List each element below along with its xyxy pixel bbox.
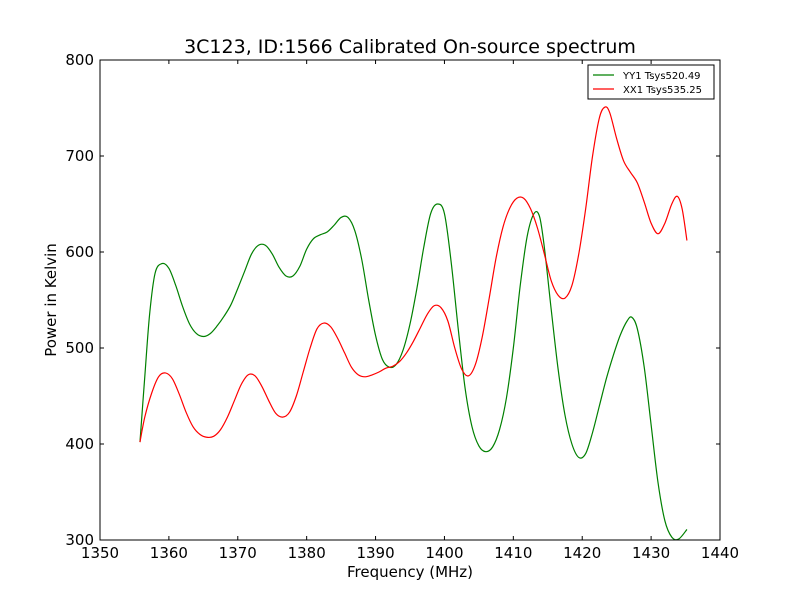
y-tick-label: 500 [65,339,94,357]
x-axis-label: Frequency (MHz) [347,563,473,581]
y-tick-label: 600 [65,243,94,261]
legend-box [587,64,715,100]
x-tick-label: 1380 [288,544,326,562]
x-tick-label: 1410 [494,544,532,562]
x-tick-label: 1400 [425,544,463,562]
chart-title: 3C123, ID:1566 Calibrated On-source spec… [184,36,636,58]
series-line-xx1 [139,106,688,443]
y-tick-label: 300 [65,531,94,549]
y-axis-label: Power in Kelvin [42,243,60,357]
x-tick-label: 1370 [219,544,257,562]
legend-label-yy1: YY1 Tsys520.49 [622,71,701,82]
x-tick-label: 1390 [356,544,394,562]
y-tick-label: 700 [65,147,94,165]
y-tick-label: 400 [65,435,94,453]
plot-content: 1350 1360 1370 1380 1390 1400 1410 1420 1430 1440… [65,51,739,562]
x-tick-label: 1360 [150,544,188,562]
x-tick-label: 1420 [563,544,601,562]
plot-frame [99,59,721,541]
y-tick-label: 800 [65,51,94,69]
x-tick-label: 1440 [701,544,739,562]
x-tick-label: 1350 [81,544,119,562]
x-tick-label: 1430 [632,544,670,562]
legend-label-xx1: XX1 Tsys535.25 [623,85,702,96]
series-line-yy1 [139,203,688,541]
